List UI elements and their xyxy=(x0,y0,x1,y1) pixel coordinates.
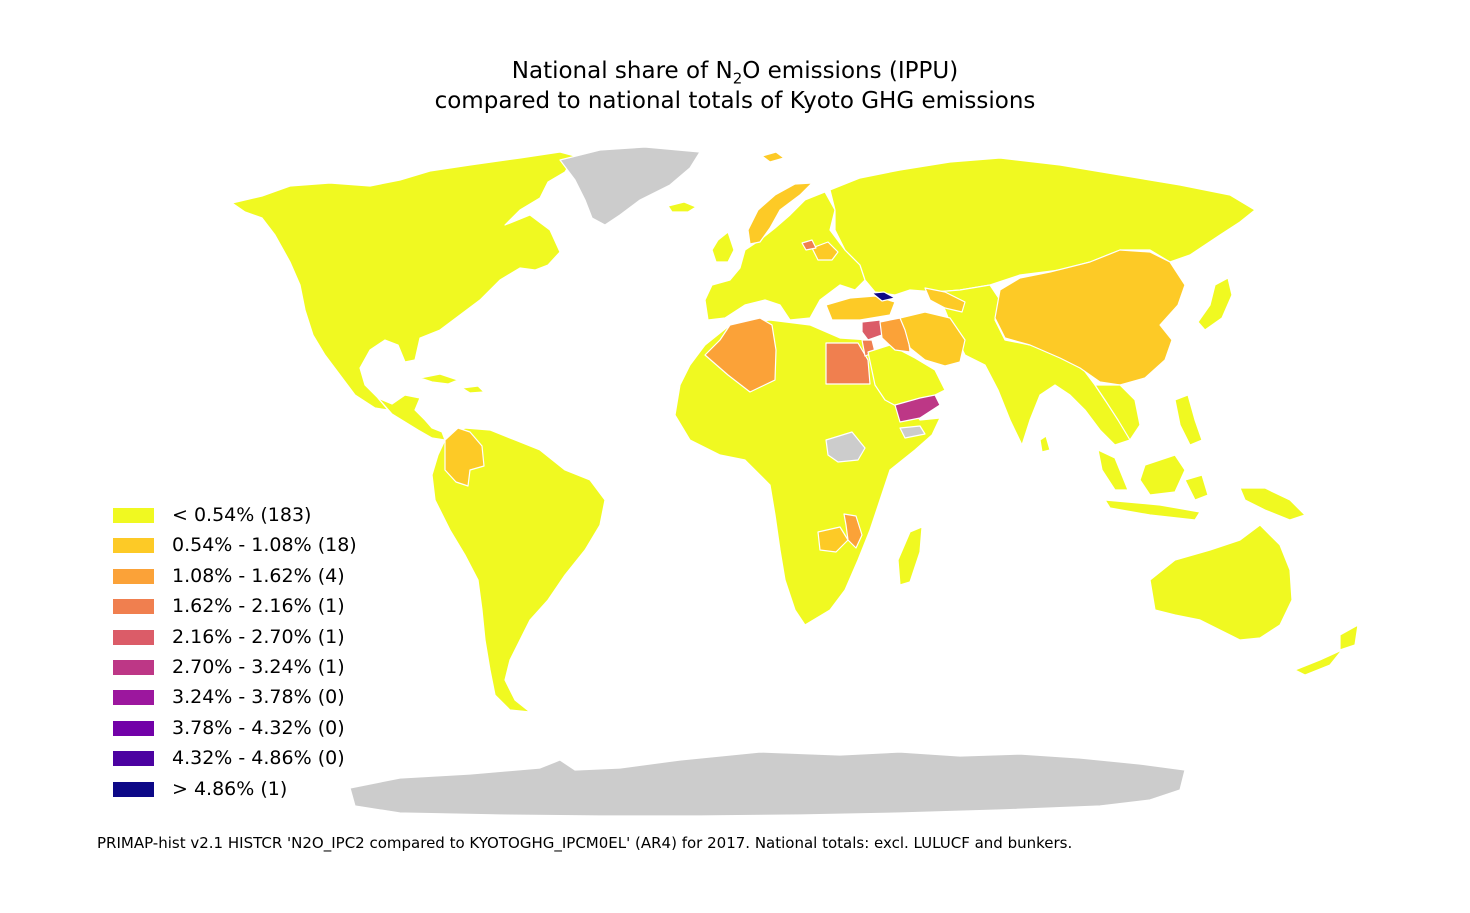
legend-label: 2.70% - 3.24% (1) xyxy=(172,655,345,678)
region-greenland xyxy=(559,146,701,226)
legend-swatch xyxy=(113,690,154,706)
region-svalbard xyxy=(761,151,785,163)
region-egypt xyxy=(825,342,871,385)
region-madagascar xyxy=(897,526,923,586)
legend-swatch xyxy=(113,629,154,645)
region-zambia xyxy=(817,526,849,553)
legend-label: 4.32% - 4.86% (0) xyxy=(172,747,345,770)
region-belarus xyxy=(811,241,839,261)
region-australia xyxy=(1149,524,1293,641)
region-antarctica xyxy=(349,751,1186,817)
region-turkey xyxy=(825,295,896,321)
legend-label: 1.62% - 2.16% (1) xyxy=(172,595,345,618)
legend-swatch xyxy=(113,599,154,615)
region-philippines xyxy=(1174,394,1203,446)
region-europe xyxy=(704,191,866,321)
region-algeria xyxy=(704,317,777,393)
legend-swatch xyxy=(113,751,154,767)
region-asia xyxy=(934,284,1131,446)
region-new-zealand xyxy=(1294,624,1359,676)
region-china xyxy=(994,249,1186,386)
legend-label: < 0.54% (183) xyxy=(172,504,312,526)
legend-label: 0.54% - 1.08% (18) xyxy=(172,534,357,557)
region-malawi xyxy=(843,513,863,549)
title-line-2: compared to national totals of Kyoto GHG… xyxy=(434,88,1036,114)
region-iran xyxy=(899,311,966,367)
region-georgia xyxy=(871,291,896,302)
region-caribbean xyxy=(419,373,485,394)
region-new-guinea xyxy=(1239,487,1306,521)
region-colombia xyxy=(444,427,485,487)
region-southeast-asia xyxy=(1094,384,1141,491)
legend-label: > 4.86% (1) xyxy=(172,777,288,800)
region-north-america xyxy=(231,151,576,411)
legend-swatch xyxy=(113,781,154,797)
legend-label: 1.08% - 1.62% (4) xyxy=(172,564,345,587)
legend-swatch xyxy=(113,538,154,554)
region-south-sudan xyxy=(825,431,866,463)
map-title: National share of N2O emissions (IPPU) c… xyxy=(0,56,1470,116)
legend-label: 3.78% - 4.32% (0) xyxy=(172,716,345,739)
region-central-america xyxy=(377,394,446,441)
legend-swatch xyxy=(113,659,154,675)
region-indonesia xyxy=(1104,454,1209,521)
legend-swatch xyxy=(113,508,154,523)
source-footnote: PRIMAP-hist v2.1 HISTCR 'N2O_IPC2 compar… xyxy=(97,834,1073,852)
legend-swatch xyxy=(113,568,154,584)
region-sri-lanka xyxy=(1039,435,1051,453)
region-yemen xyxy=(894,394,941,423)
region-syria xyxy=(861,319,883,341)
legend-label: 3.24% - 3.78% (0) xyxy=(172,686,345,709)
legend-label: 2.16% - 2.70% (1) xyxy=(172,625,345,648)
region-south-america xyxy=(431,427,606,713)
region-norway xyxy=(747,182,813,245)
region-lithuania xyxy=(801,239,817,251)
legend-swatch xyxy=(113,720,154,736)
title-line-1: National share of N2O emissions (IPPU) xyxy=(511,58,959,88)
region-iceland xyxy=(667,201,697,213)
region-uzbekistan xyxy=(924,287,966,313)
region-japan xyxy=(1197,277,1233,331)
region-uk-ireland xyxy=(711,231,735,263)
region-somaliland xyxy=(899,425,926,439)
